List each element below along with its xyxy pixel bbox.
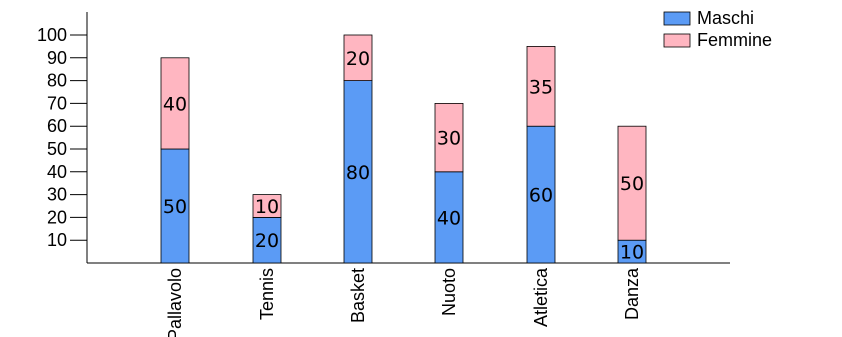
bar-segment-maschi-nuoto	[434, 171, 464, 264]
data-label: 50	[163, 196, 187, 218]
bar-segment-femmine-atletica	[526, 46, 556, 127]
data-label: 10	[255, 196, 279, 218]
data-label: 40	[163, 93, 187, 115]
x-tick-label-nuoto: Nuoto	[439, 268, 459, 316]
legend-label-maschi: Maschi	[697, 8, 754, 28]
y-tick-label: 40	[47, 162, 67, 182]
y-tick-label: 30	[47, 185, 67, 205]
x-tick-label-pallavolo: Pallavolo	[165, 268, 185, 337]
data-label: 40	[437, 207, 461, 229]
data-label: 35	[529, 76, 553, 98]
x-tick-label-danza: Danza	[622, 267, 642, 320]
legend-label-femmine: Femmine	[697, 30, 772, 50]
bar-segment-maschi-tennis	[252, 216, 282, 264]
legend-swatch-femmine	[663, 33, 691, 48]
data-label: 10	[620, 242, 644, 264]
x-tick-label-atletica: Atletica	[531, 267, 551, 327]
x-axis-labels: Pallavolo Tennis Basket Nuoto Atletica Danza	[165, 267, 642, 337]
data-label: 20	[255, 230, 279, 252]
data-label: 50	[620, 173, 644, 195]
y-tick-label: 100	[37, 25, 67, 45]
x-tick-label-basket: Basket	[348, 268, 368, 323]
bar-segment-femmine-pallavolo	[160, 57, 190, 150]
data-label: 60	[529, 185, 553, 207]
y-tick-label: 10	[47, 230, 67, 250]
y-tick-label: 60	[47, 116, 67, 136]
bar-segment-maschi-atletica	[526, 125, 556, 264]
bars	[160, 34, 647, 264]
bar-segment-femmine-tennis	[252, 194, 282, 218]
y-tick-label: 20	[47, 207, 67, 227]
y-tick-label: 70	[47, 93, 67, 113]
bar-segment-maschi-pallavolo	[160, 148, 190, 264]
data-label: 80	[346, 162, 370, 184]
data-label: 30	[437, 128, 461, 150]
legend-swatch-maschi	[663, 11, 691, 26]
value-labels: 50 40 20 10 80 20 40 30 60 35 10 50	[163, 48, 644, 264]
y-tick-label: 50	[47, 139, 67, 159]
bar-segment-femmine-basket	[343, 34, 373, 81]
y-tick-label: 80	[47, 71, 67, 91]
data-label: 20	[346, 48, 370, 70]
bar-segment-femmine-nuoto	[434, 103, 464, 173]
x-tick-label-tennis: Tennis	[257, 268, 277, 320]
bar-segment-maschi-basket	[343, 80, 373, 264]
y-tick-label: 90	[47, 48, 67, 68]
bar-segment-femmine-danza	[617, 125, 647, 241]
